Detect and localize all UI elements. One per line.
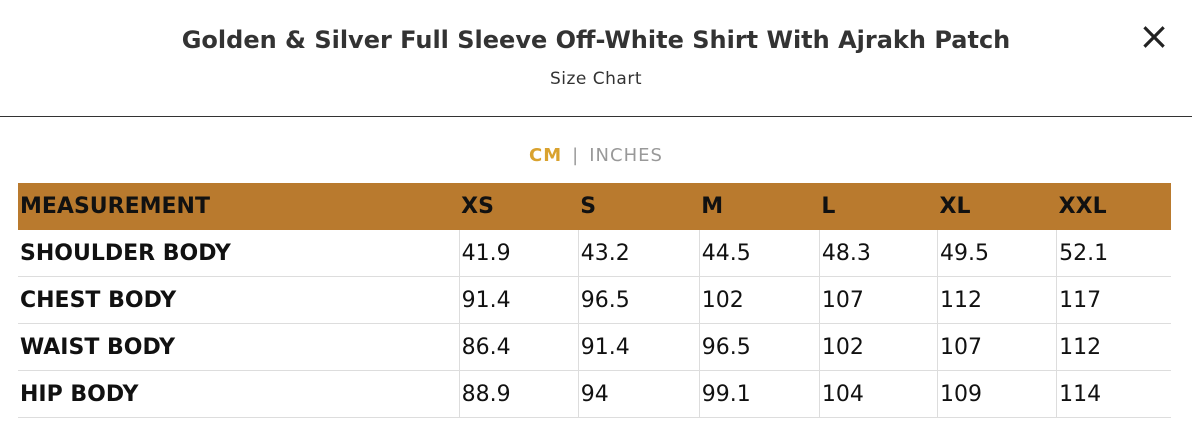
cell: 44.5 [698,230,820,277]
row-label: CHEST BODY [18,276,460,324]
cell: 52.1 [1056,230,1171,277]
table-row: WAIST BODY 86.4 91.4 96.5 102 107 112 [18,323,1171,371]
close-button[interactable]: × [1138,14,1170,58]
table-row: CHEST BODY 91.4 96.5 102 107 112 117 [18,276,1171,324]
row-label: SHOULDER BODY [18,230,460,277]
cell: 107 [937,323,1057,371]
cell: 109 [937,370,1057,418]
cell: 88.9 [458,370,579,418]
cell: 48.3 [818,230,938,277]
row-label: HIP BODY [18,370,460,418]
separator: | [572,145,580,166]
table-row: HIP BODY 88.9 94 99.1 104 109 114 [18,370,1171,418]
cell: 91.4 [577,323,700,371]
cell: 96.5 [698,323,820,371]
column-header: M [699,183,820,230]
cell: 102 [698,276,820,324]
cell: 91.4 [458,276,579,324]
column-header: S [578,183,700,230]
cell: 112 [1056,323,1171,371]
cell: 96.5 [577,276,700,324]
column-header: XS [459,183,579,230]
modal-header: Golden & Silver Full Sleeve Off-White Sh… [0,0,1192,117]
cell: 112 [937,276,1057,324]
cell: 114 [1056,370,1171,418]
row-label: WAIST BODY [18,323,460,371]
unit-inches[interactable]: INCHES [589,145,663,166]
table-row: SHOULDER BODY 41.9 43.2 44.5 48.3 49.5 52.1 [18,230,1171,277]
subtitle: Size Chart [549,69,643,89]
column-header: XXL [1056,183,1171,230]
column-header: XL [937,183,1057,230]
cell: 49.5 [937,230,1057,277]
cell: 117 [1056,276,1171,324]
cell: 43.2 [577,230,700,277]
unit-toggle: CM | INCHES [0,145,1192,166]
unit-cm[interactable]: CM [529,145,563,166]
cell: 86.4 [458,323,579,371]
cell: 107 [818,276,938,324]
cell: 41.9 [458,230,579,277]
cell: 102 [818,323,938,371]
size-table: MEASUREMENT XS S M L XL XXL SHOULDER BODY 41.9 43… [18,183,1171,418]
column-header: L [819,183,938,230]
cell: 99.1 [698,370,820,418]
column-header: MEASUREMENT [18,183,460,230]
cell: 94 [577,370,700,418]
product-title: Golden & Silver Full Sleeve Off-White Sh… [181,26,1011,54]
cell: 104 [818,370,938,418]
